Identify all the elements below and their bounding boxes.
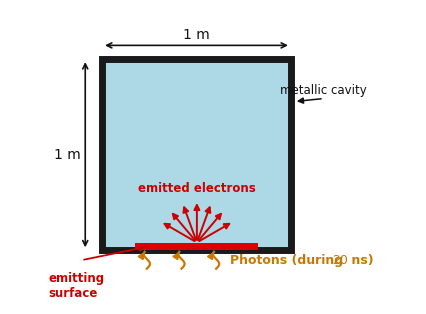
Text: metallic cavity: metallic cavity [279, 84, 366, 97]
Text: emitting
surface: emitting surface [48, 272, 104, 300]
Text: 1 m: 1 m [54, 148, 81, 162]
Bar [102, 59, 290, 250]
Bar [135, 242, 258, 250]
Text: 20: 20 [331, 254, 347, 267]
Text: emitted electrons: emitted electrons [138, 182, 255, 195]
Text: Photons (during: Photons (during [230, 254, 347, 267]
Text: ns): ns) [348, 254, 372, 267]
Text: 1 m: 1 m [183, 28, 210, 41]
